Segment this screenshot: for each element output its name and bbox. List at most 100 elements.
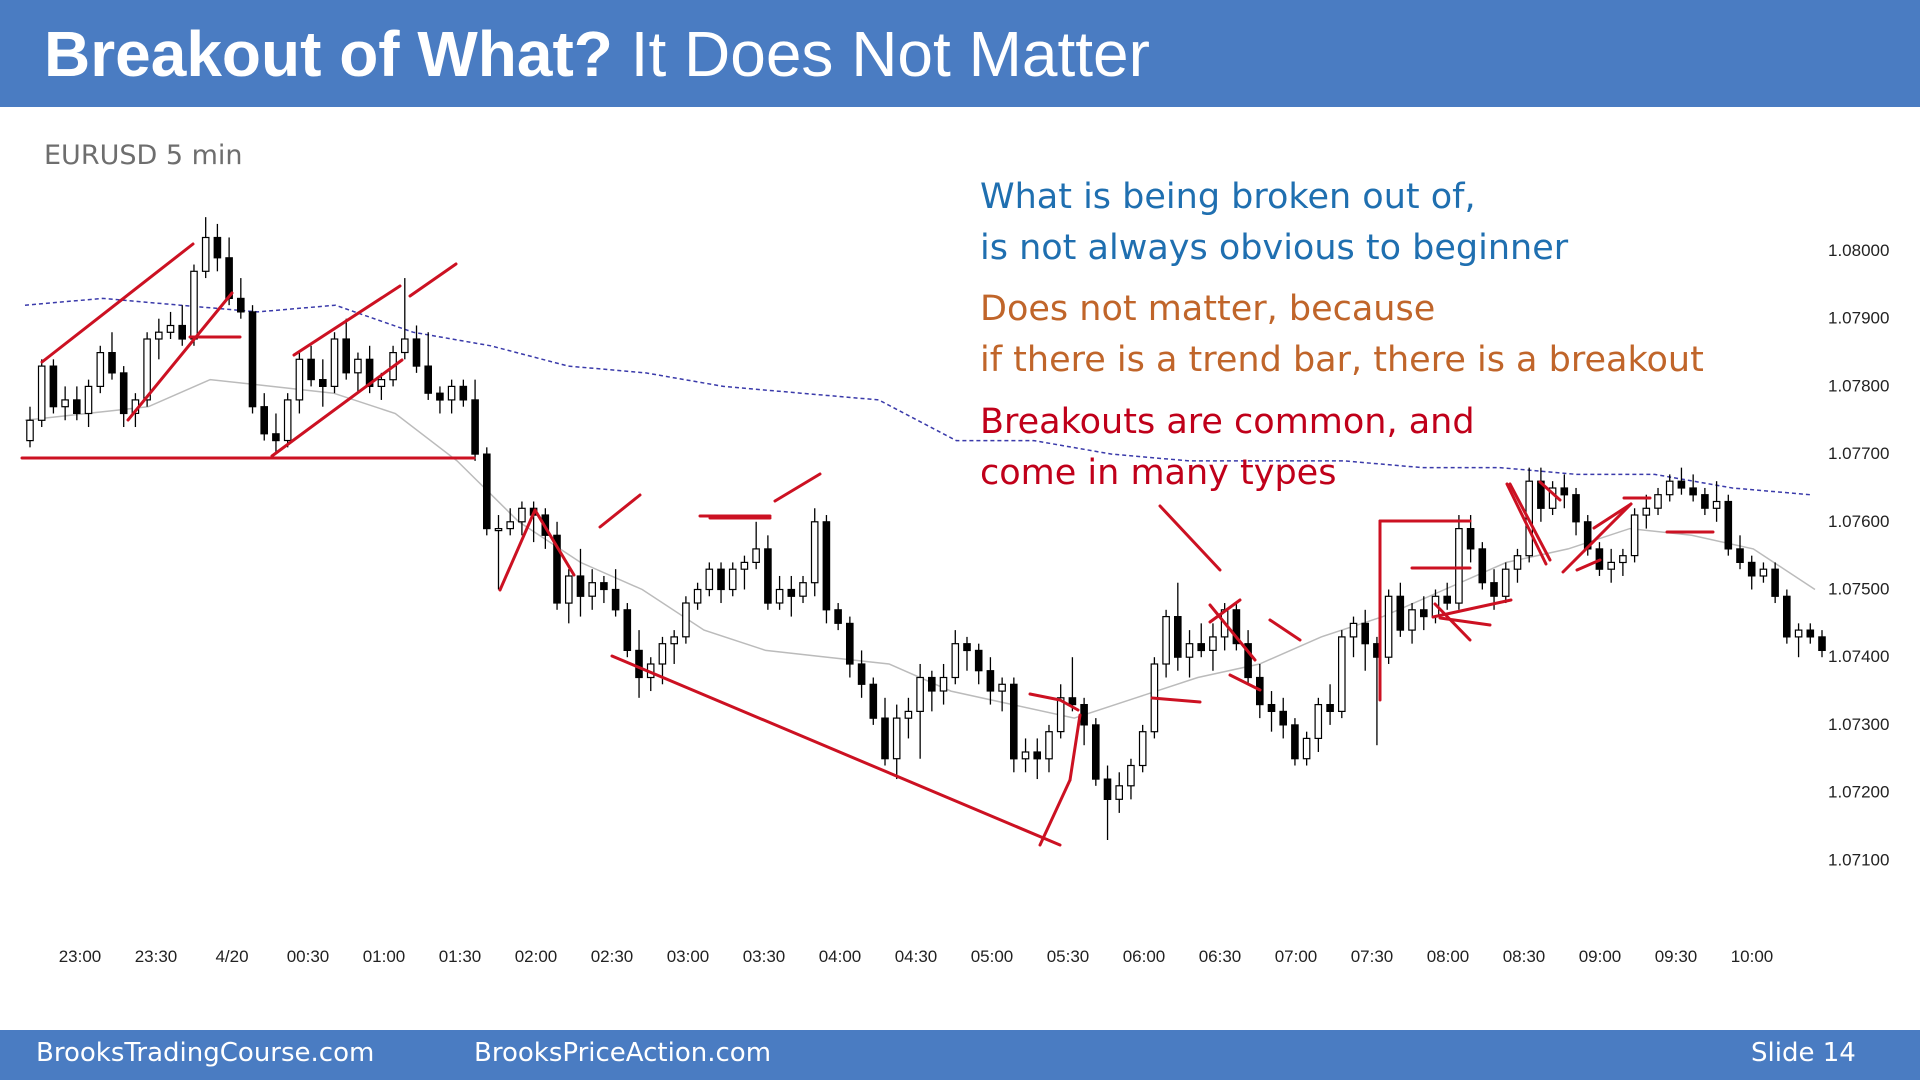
candle-body-bull — [916, 676, 924, 713]
candle-body-bear — [1490, 582, 1498, 597]
candle-body-bull — [1759, 568, 1768, 577]
candle — [1665, 474, 1674, 502]
candle-body-bear — [1724, 500, 1733, 550]
trend-line — [408, 262, 458, 298]
title-bar: Breakout of What? It Does Not Matter — [0, 0, 1920, 107]
footer-site-course[interactable]: BrooksTradingCourse.com — [36, 1038, 375, 1068]
trend-line — [292, 284, 402, 357]
candle-body-bull — [1408, 609, 1416, 631]
candle-body-bear — [424, 365, 433, 394]
candle-body-bear — [1244, 643, 1252, 679]
candle-body-bull — [682, 602, 690, 638]
candle — [1501, 562, 1510, 604]
candle — [1091, 718, 1100, 786]
candle-body-bear — [1689, 487, 1697, 496]
candle — [857, 650, 866, 698]
candle — [1689, 474, 1697, 502]
candle-body-bull — [1115, 785, 1124, 800]
candle — [1455, 515, 1463, 610]
candle-body-bear — [1080, 703, 1088, 726]
candle — [1419, 596, 1428, 631]
candle — [576, 548, 585, 617]
candle — [49, 359, 58, 414]
candle — [1127, 758, 1135, 800]
candle-body-bear — [845, 622, 854, 665]
y-tick-label: 1.07900 — [1828, 309, 1889, 328]
candle — [119, 366, 128, 428]
candle-body-bull — [1712, 500, 1721, 509]
candle-body-bull — [998, 683, 1006, 692]
candle-body-bear — [857, 663, 866, 685]
candle-body-bull — [166, 324, 175, 333]
candle-body-bear — [635, 649, 643, 679]
candle — [939, 663, 948, 705]
candle-body-bear — [178, 324, 187, 340]
candle — [553, 521, 561, 610]
candle-body-bull — [143, 338, 151, 401]
y-tick-label: 1.07100 — [1828, 850, 1889, 869]
trend-line — [40, 242, 195, 364]
candle — [1244, 630, 1252, 685]
x-tick-label: 04:00 — [819, 947, 862, 966]
candle — [1267, 691, 1276, 732]
y-tick-label: 1.08000 — [1828, 241, 1889, 260]
candle-body-bear — [1009, 683, 1018, 760]
candle-body-bull — [799, 582, 807, 597]
candle — [447, 379, 456, 414]
candle — [892, 704, 901, 780]
candle — [295, 352, 304, 414]
trend-line — [610, 654, 1062, 847]
candle-body-bear — [1818, 636, 1826, 652]
x-tick-label: 09:30 — [1655, 947, 1698, 966]
candle — [354, 352, 362, 394]
candle-body-bear — [342, 338, 351, 374]
candle — [1548, 481, 1557, 516]
footer-bar: BrooksTradingCourse.com BrooksPriceActio… — [0, 1030, 1920, 1080]
candle-body-bull — [518, 507, 526, 523]
trend-line — [1592, 502, 1633, 530]
x-tick-label: 06:00 — [1123, 947, 1166, 966]
trend-line — [1208, 598, 1242, 624]
candle — [600, 575, 608, 604]
candle-body-bear — [412, 338, 421, 367]
candle — [670, 630, 679, 664]
trend-line — [126, 291, 234, 422]
trend-line — [1228, 673, 1262, 692]
candle — [1045, 724, 1053, 773]
candle — [237, 278, 245, 319]
candle-body-bear — [963, 643, 971, 652]
candle — [764, 535, 772, 610]
note-red-line-2: come in many types — [980, 453, 1337, 493]
candle — [1173, 582, 1182, 671]
candle — [96, 345, 105, 394]
x-tick-label: 05:00 — [971, 947, 1014, 966]
candle-body-bear — [1782, 595, 1791, 638]
y-tick-label: 1.07700 — [1828, 444, 1889, 463]
chart-subtitle: EURUSD 5 min — [44, 140, 243, 171]
candle-body-bull — [658, 643, 667, 665]
candle-body-bull — [61, 399, 69, 408]
candle-body-bear — [1267, 703, 1276, 712]
candle — [904, 697, 913, 739]
candle-body-bear — [237, 297, 245, 313]
candle — [37, 359, 46, 428]
candle — [1724, 494, 1733, 556]
candle-body-bear — [1232, 609, 1241, 645]
candle-body-bull — [904, 710, 913, 719]
footer-site-priceaction[interactable]: BrooksPriceAction.com — [474, 1038, 772, 1068]
x-tick-label: 01:00 — [363, 947, 406, 966]
candle-body-bull — [201, 236, 210, 272]
candle-body-bull — [1513, 555, 1522, 570]
candle — [1630, 508, 1639, 563]
candle-body-bull — [1607, 561, 1616, 570]
candle-body-bull — [1619, 555, 1627, 564]
note-orange: Does not matter, because if there is a t… — [980, 284, 1704, 386]
note-orange-line-1: Does not matter, because — [980, 289, 1436, 329]
candle — [951, 630, 960, 685]
trend-line — [1575, 558, 1602, 572]
y-tick-label: 1.07800 — [1828, 376, 1889, 395]
candle-body-bear — [272, 433, 280, 442]
candle — [869, 677, 878, 725]
trend-line — [1438, 616, 1492, 627]
candle-body-bear — [436, 392, 444, 401]
